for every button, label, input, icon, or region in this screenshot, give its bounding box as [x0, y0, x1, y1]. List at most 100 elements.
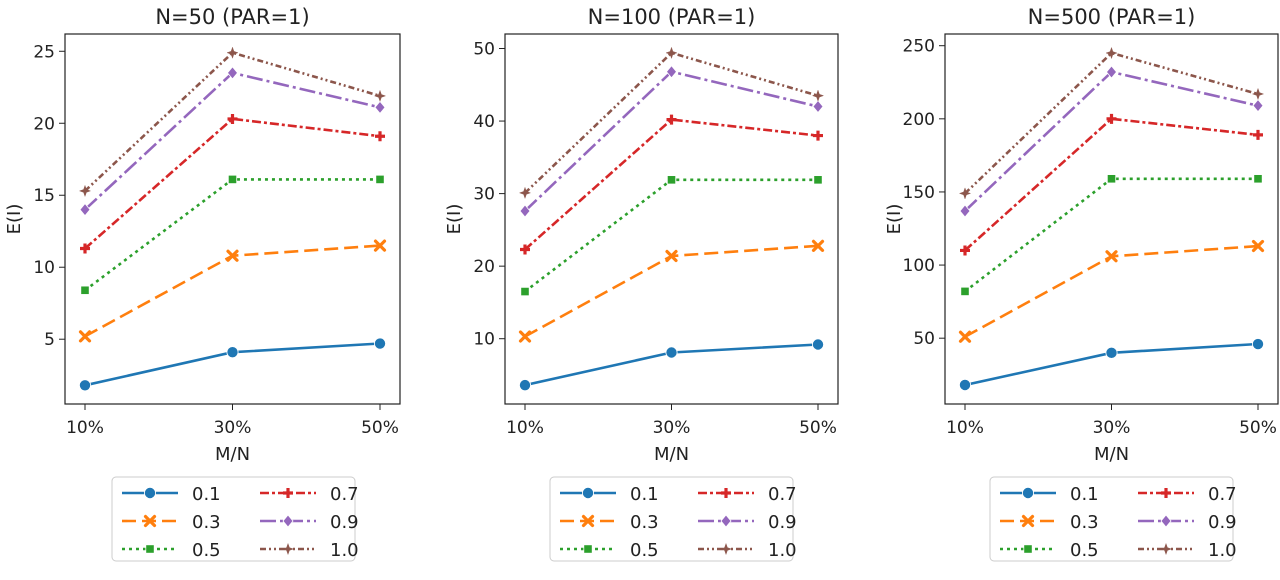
y-tick-label: 50 — [913, 329, 935, 349]
legend-frame — [989, 476, 1234, 562]
x-axis: 10% 30% 50% — [66, 404, 399, 438]
data-point-shape — [959, 378, 972, 391]
legend-item-0.3: 0.3 — [1000, 512, 1099, 533]
data-point — [519, 379, 532, 392]
x-axis-label: M/N — [215, 444, 250, 465]
legend-item-1.0: 1.0 — [260, 540, 359, 561]
legend-marker — [720, 514, 732, 528]
data-point — [79, 379, 92, 392]
data-point — [374, 100, 386, 115]
data-point — [1253, 174, 1263, 184]
chart-panel-2: N=100 (PAR=1) 10% 30% 50% M/N 10 20 30 40 50 E(I) 0… — [444, 5, 839, 562]
legend-item-0.5: 0.5 — [1000, 540, 1099, 561]
series-0.9 — [79, 66, 386, 217]
legend-label: 1.0 — [768, 540, 797, 561]
series-line — [964, 51, 1259, 195]
x-axis: 10% 30% 50% — [506, 404, 837, 438]
y-axis: 5 10 15 20 25 — [33, 42, 65, 350]
data-point-shape — [375, 174, 385, 185]
data-point-shape — [813, 175, 823, 185]
y-tick-label: 10 — [473, 330, 495, 350]
chart-panel-3: N=500 (PAR=1) 10% 30% 50% M/N 50 100 150 200 250 E… — [884, 5, 1279, 562]
data-point — [960, 245, 970, 256]
series-line — [84, 178, 380, 292]
legend-label: 0.7 — [330, 484, 359, 505]
series-0.9 — [959, 65, 1264, 218]
legend-item-0.7: 0.7 — [1138, 484, 1237, 505]
data-point — [812, 338, 825, 351]
legend-marker-shape — [1021, 514, 1035, 528]
y-axis: 50 100 150 200 250 — [903, 37, 945, 349]
series-line — [964, 117, 1259, 252]
legend-marker — [145, 544, 155, 554]
data-point-shape — [1253, 129, 1263, 140]
data-point-shape — [665, 65, 678, 79]
legend-label: 0.5 — [192, 540, 221, 561]
legend-marker — [143, 486, 156, 499]
data-point — [665, 249, 678, 263]
legend-item-0.9: 0.9 — [260, 512, 359, 533]
legend-marker-shape — [1160, 514, 1172, 528]
data-point-shape — [375, 131, 385, 142]
y-tick-label: 250 — [903, 37, 935, 57]
legend-marker — [581, 514, 595, 528]
data-point-shape — [373, 89, 387, 103]
data-point-shape — [80, 243, 90, 254]
series-1.0 — [518, 46, 825, 199]
data-point-shape — [227, 113, 238, 124]
series-1.0 — [958, 46, 1265, 200]
data-point-shape — [958, 330, 972, 343]
legend-marker — [1021, 514, 1035, 528]
y-tick-label: 40 — [473, 112, 495, 132]
legend-marker-shape — [143, 514, 157, 528]
data-point — [227, 113, 238, 124]
data-point — [960, 286, 970, 296]
y-tick-label: 5 — [44, 330, 55, 350]
y-tick-label: 200 — [903, 110, 935, 130]
legend-marker — [283, 488, 293, 498]
data-point-shape — [665, 249, 678, 263]
series-line — [524, 244, 819, 338]
x-axis-label: M/N — [654, 444, 689, 465]
data-point-shape — [374, 100, 386, 115]
series-line — [84, 71, 381, 211]
legend-label: 0.9 — [768, 512, 797, 533]
data-point-shape — [518, 186, 532, 199]
data-point — [813, 130, 823, 141]
data-point — [227, 174, 238, 185]
legend-marker-shape — [582, 486, 595, 499]
y-tick-label: 10 — [33, 258, 55, 278]
chart-title: N=100 (PAR=1) — [588, 5, 756, 29]
legend-label: 0.7 — [1208, 484, 1237, 505]
data-point — [959, 378, 972, 391]
data-point-shape — [78, 330, 92, 343]
x-tick-label: 50% — [799, 418, 837, 438]
legend-label: 0.1 — [192, 484, 221, 505]
data-point — [226, 346, 239, 359]
data-point — [518, 186, 532, 199]
legend-marker — [1022, 486, 1035, 499]
legend-label: 0.1 — [1070, 484, 1099, 505]
legend-marker — [583, 544, 593, 554]
data-point — [78, 330, 92, 343]
data-point — [520, 286, 530, 297]
data-point — [666, 175, 677, 185]
legend-marker-shape — [281, 542, 295, 556]
chart-title: N=50 (PAR=1) — [155, 5, 309, 29]
legend-marker — [282, 514, 294, 528]
data-point-shape — [1105, 65, 1118, 79]
data-point-shape — [1105, 346, 1118, 359]
y-tick-label: 30 — [473, 185, 495, 205]
data-point-shape — [665, 46, 678, 59]
series-line — [964, 244, 1259, 338]
data-point-shape — [518, 330, 532, 343]
data-point — [811, 89, 825, 102]
data-point — [1251, 87, 1265, 101]
data-point — [958, 187, 972, 200]
series-0.3 — [518, 239, 825, 343]
legend-item-0.9: 0.9 — [1138, 512, 1237, 533]
legend-item-0.1: 0.1 — [560, 484, 659, 505]
series-line — [84, 244, 381, 338]
legend-label: 0.3 — [1070, 512, 1099, 533]
series-0.7 — [80, 113, 385, 254]
